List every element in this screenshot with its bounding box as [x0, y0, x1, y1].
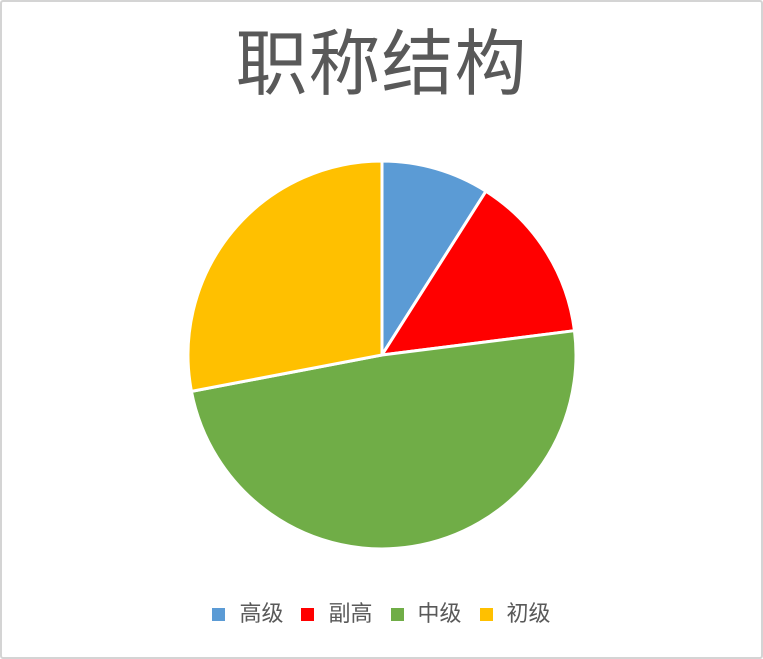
- chart-title: 职称结构: [235, 25, 528, 105]
- legend-item-高级[interactable]: 高级: [212, 600, 283, 629]
- legend-item-副高[interactable]: 副高: [301, 600, 373, 629]
- legend-item-中级[interactable]: 中级: [390, 600, 462, 629]
- legend-label: 副高: [328, 601, 373, 626]
- pie-slice-高级[interactable]: [380, 159, 488, 357]
- legend-swatch-icon: [479, 607, 493, 621]
- legend-label: 初级: [506, 601, 551, 626]
- pie-chart: [186, 159, 578, 551]
- legend-swatch-icon: [301, 607, 315, 621]
- pie-slice-初级[interactable]: [186, 159, 384, 393]
- legend-swatch-icon: [212, 607, 226, 621]
- pie-slice-中级[interactable]: [189, 329, 578, 551]
- legend-label: 高级: [239, 601, 284, 626]
- pie-slice-副高[interactable]: [380, 189, 576, 357]
- legend-item-初级[interactable]: 初级: [479, 600, 551, 629]
- legend-swatch-icon: [390, 607, 404, 621]
- legend-label: 中级: [417, 601, 462, 626]
- legend: 高级 副高 中级 初级: [2, 600, 761, 629]
